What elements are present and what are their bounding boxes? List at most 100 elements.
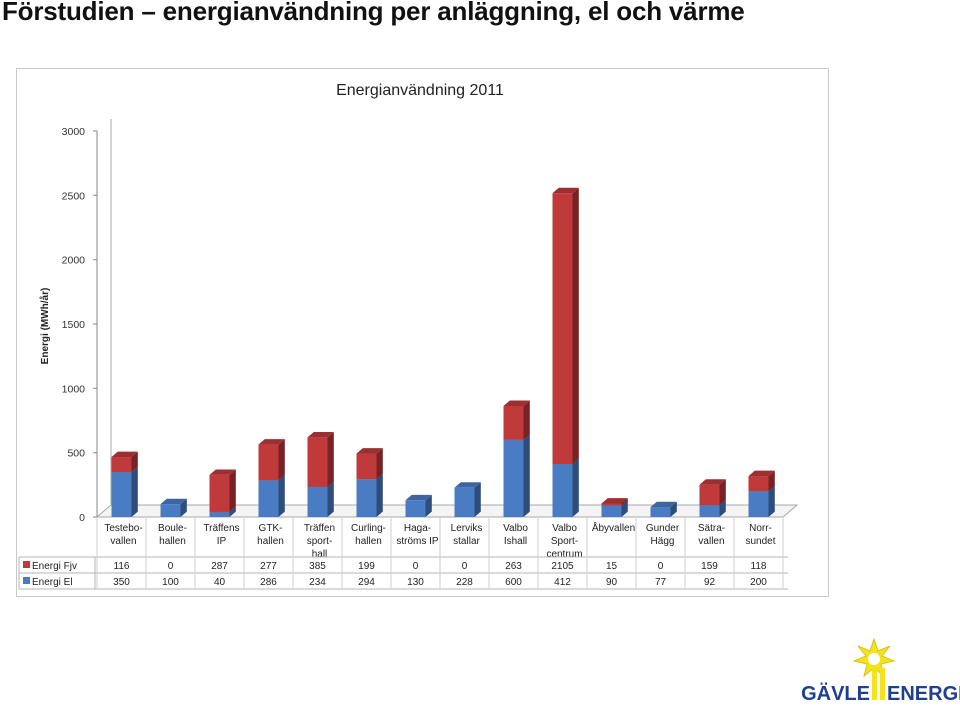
- data-table-cell: 116: [114, 561, 130, 572]
- x-tick-label: stallar: [453, 536, 480, 547]
- data-table-cell: 118: [751, 561, 767, 572]
- bar-energi-el-top: [405, 494, 432, 501]
- bar-energi-el-front: [454, 487, 475, 517]
- bar-energi-el-top: [650, 501, 677, 508]
- x-tick-label: hallen: [257, 536, 284, 547]
- bar-energi-fjv-side: [719, 479, 726, 506]
- bar-energi-fjv-front: [209, 474, 230, 512]
- chart-frame: Energianvändning 2011 Energi (MWh/år) 0 5…: [16, 68, 829, 597]
- bar-energi-fjv-side: [523, 400, 530, 440]
- x-tick-label: Sport-: [551, 536, 578, 547]
- bar-energi-fjv: [356, 448, 383, 480]
- bar-energi-fjv-top: [258, 439, 285, 445]
- chart-bars: [111, 187, 775, 517]
- bar-energi-fjv: [307, 431, 334, 487]
- data-table-cell: 263: [505, 561, 522, 572]
- x-tick-label: Träffen: [304, 523, 335, 534]
- bar-energi-el-side: [425, 494, 432, 517]
- bar-energi-el-side: [180, 498, 187, 517]
- x-tick-label: Träffens: [203, 523, 239, 534]
- data-table-cell: 0: [462, 561, 468, 572]
- bar-energi-fjv: [748, 470, 775, 492]
- data-table-cell: 286: [260, 577, 277, 588]
- bar-energi-el-side: [621, 500, 628, 517]
- bar-energi-el-front: [552, 463, 573, 517]
- bar-energi-fjv-side: [768, 470, 775, 492]
- bar-energi-fjv: [601, 498, 628, 506]
- bar-energi-el-front: [258, 480, 279, 517]
- bar-energi-fjv-front: [111, 457, 132, 472]
- x-tick-label: ströms IP: [396, 536, 439, 547]
- bar-energi-el-side: [523, 434, 530, 517]
- chart-walls: [95, 119, 799, 518]
- bar-energi-fjv: [209, 469, 236, 512]
- bar-energi-fjv-front: [699, 484, 720, 506]
- x-tick-label: vallen: [110, 536, 136, 547]
- x-tick-label: Valbo: [552, 523, 577, 534]
- data-table-cell: 199: [358, 561, 375, 572]
- bar-energi-el-front: [111, 471, 132, 517]
- bar-energi-el-side: [278, 474, 285, 517]
- bar-energi-el: [552, 458, 579, 517]
- bar-energi-el: [356, 473, 383, 517]
- logo-wordmark-left: GÄVLE: [801, 682, 870, 705]
- x-tick-label: Haga-: [404, 523, 431, 534]
- y-tick-label: 2000: [62, 255, 86, 267]
- bar-energi-fjv: [258, 439, 285, 481]
- bar-energi-fjv: [111, 451, 138, 472]
- legend-key: [23, 577, 30, 584]
- logo-wordmark-right: ENERGI: [887, 683, 960, 705]
- bar-energi-el-side: [229, 506, 236, 517]
- bar-energi-el-side: [768, 485, 775, 517]
- x-tick-label: sundet: [745, 536, 775, 547]
- legend-label: Energi Fjv: [32, 561, 77, 572]
- x-tick-label: Testebo-: [104, 523, 142, 534]
- bar-energi-el-front: [699, 505, 720, 517]
- x-tick-label: Boule-: [158, 523, 187, 534]
- chart-svg: Energianvändning 2011 Energi (MWh/år) 0 5…: [18, 82, 799, 590]
- data-table-cell: 130: [407, 577, 424, 588]
- bar-energi-el: [160, 498, 187, 517]
- bar-energi-fjv-side: [621, 498, 628, 506]
- data-table-cell: 77: [655, 577, 667, 588]
- x-tick-label: Hägg: [651, 536, 675, 547]
- bar-energi-el-front: [405, 500, 426, 517]
- data-table-cell: 200: [750, 577, 767, 588]
- bar-energi-el: [454, 482, 481, 517]
- bar-energi-fjv-top: [307, 431, 334, 438]
- y-tick-label: 3000: [62, 126, 86, 138]
- data-table-cell: 2105: [551, 561, 574, 572]
- data-table-cell: 159: [701, 561, 718, 572]
- sun-icon: GÄVLE ENERGI: [801, 637, 960, 705]
- bar-energi-el-top: [160, 498, 187, 505]
- data-table: Energi Fjv 116 0 287 277 385 199 0 0 263 2105 15 0 15…: [18, 517, 788, 590]
- bar-energi-el: [111, 466, 138, 517]
- x-tick-label: hall: [312, 549, 328, 560]
- x-tick-label: Curling-: [351, 523, 386, 534]
- bar-energi-el-front: [209, 511, 230, 517]
- x-tick-labels: Testebo-vallen Boule-hallen Träffens IP GTK-…: [104, 521, 775, 560]
- bar-energi-fjv-top: [111, 451, 138, 458]
- bar-energi-fjv-front: [503, 405, 524, 440]
- data-table-cell: 350: [113, 577, 130, 588]
- data-table-cell: 90: [606, 577, 618, 588]
- data-table-cell: 600: [505, 577, 522, 588]
- chart-floor: [95, 504, 799, 518]
- x-tick-label: Gunder: [646, 523, 680, 534]
- bar-energi-fjv-top: [699, 479, 726, 485]
- bar-energi-fjv: [699, 479, 726, 506]
- data-table-cell: 92: [704, 577, 716, 588]
- data-table-cell: 40: [214, 577, 226, 588]
- data-table-cell: 234: [309, 577, 326, 588]
- bar-energi-el-front: [307, 486, 328, 517]
- bar-energi-el: [405, 494, 432, 517]
- x-tick-label: vallen: [698, 536, 724, 547]
- chart-title: Energianvändning 2011: [336, 82, 504, 99]
- bar-energi-fjv-top: [356, 448, 383, 454]
- bar-energi-el-front: [748, 491, 769, 517]
- data-table-cell: 0: [413, 561, 419, 572]
- bar-energi-el-front: [601, 505, 622, 517]
- bar-energi-fjv-top: [503, 400, 530, 406]
- data-table-cell: 294: [358, 577, 375, 588]
- y-tick-label: 2500: [62, 190, 86, 202]
